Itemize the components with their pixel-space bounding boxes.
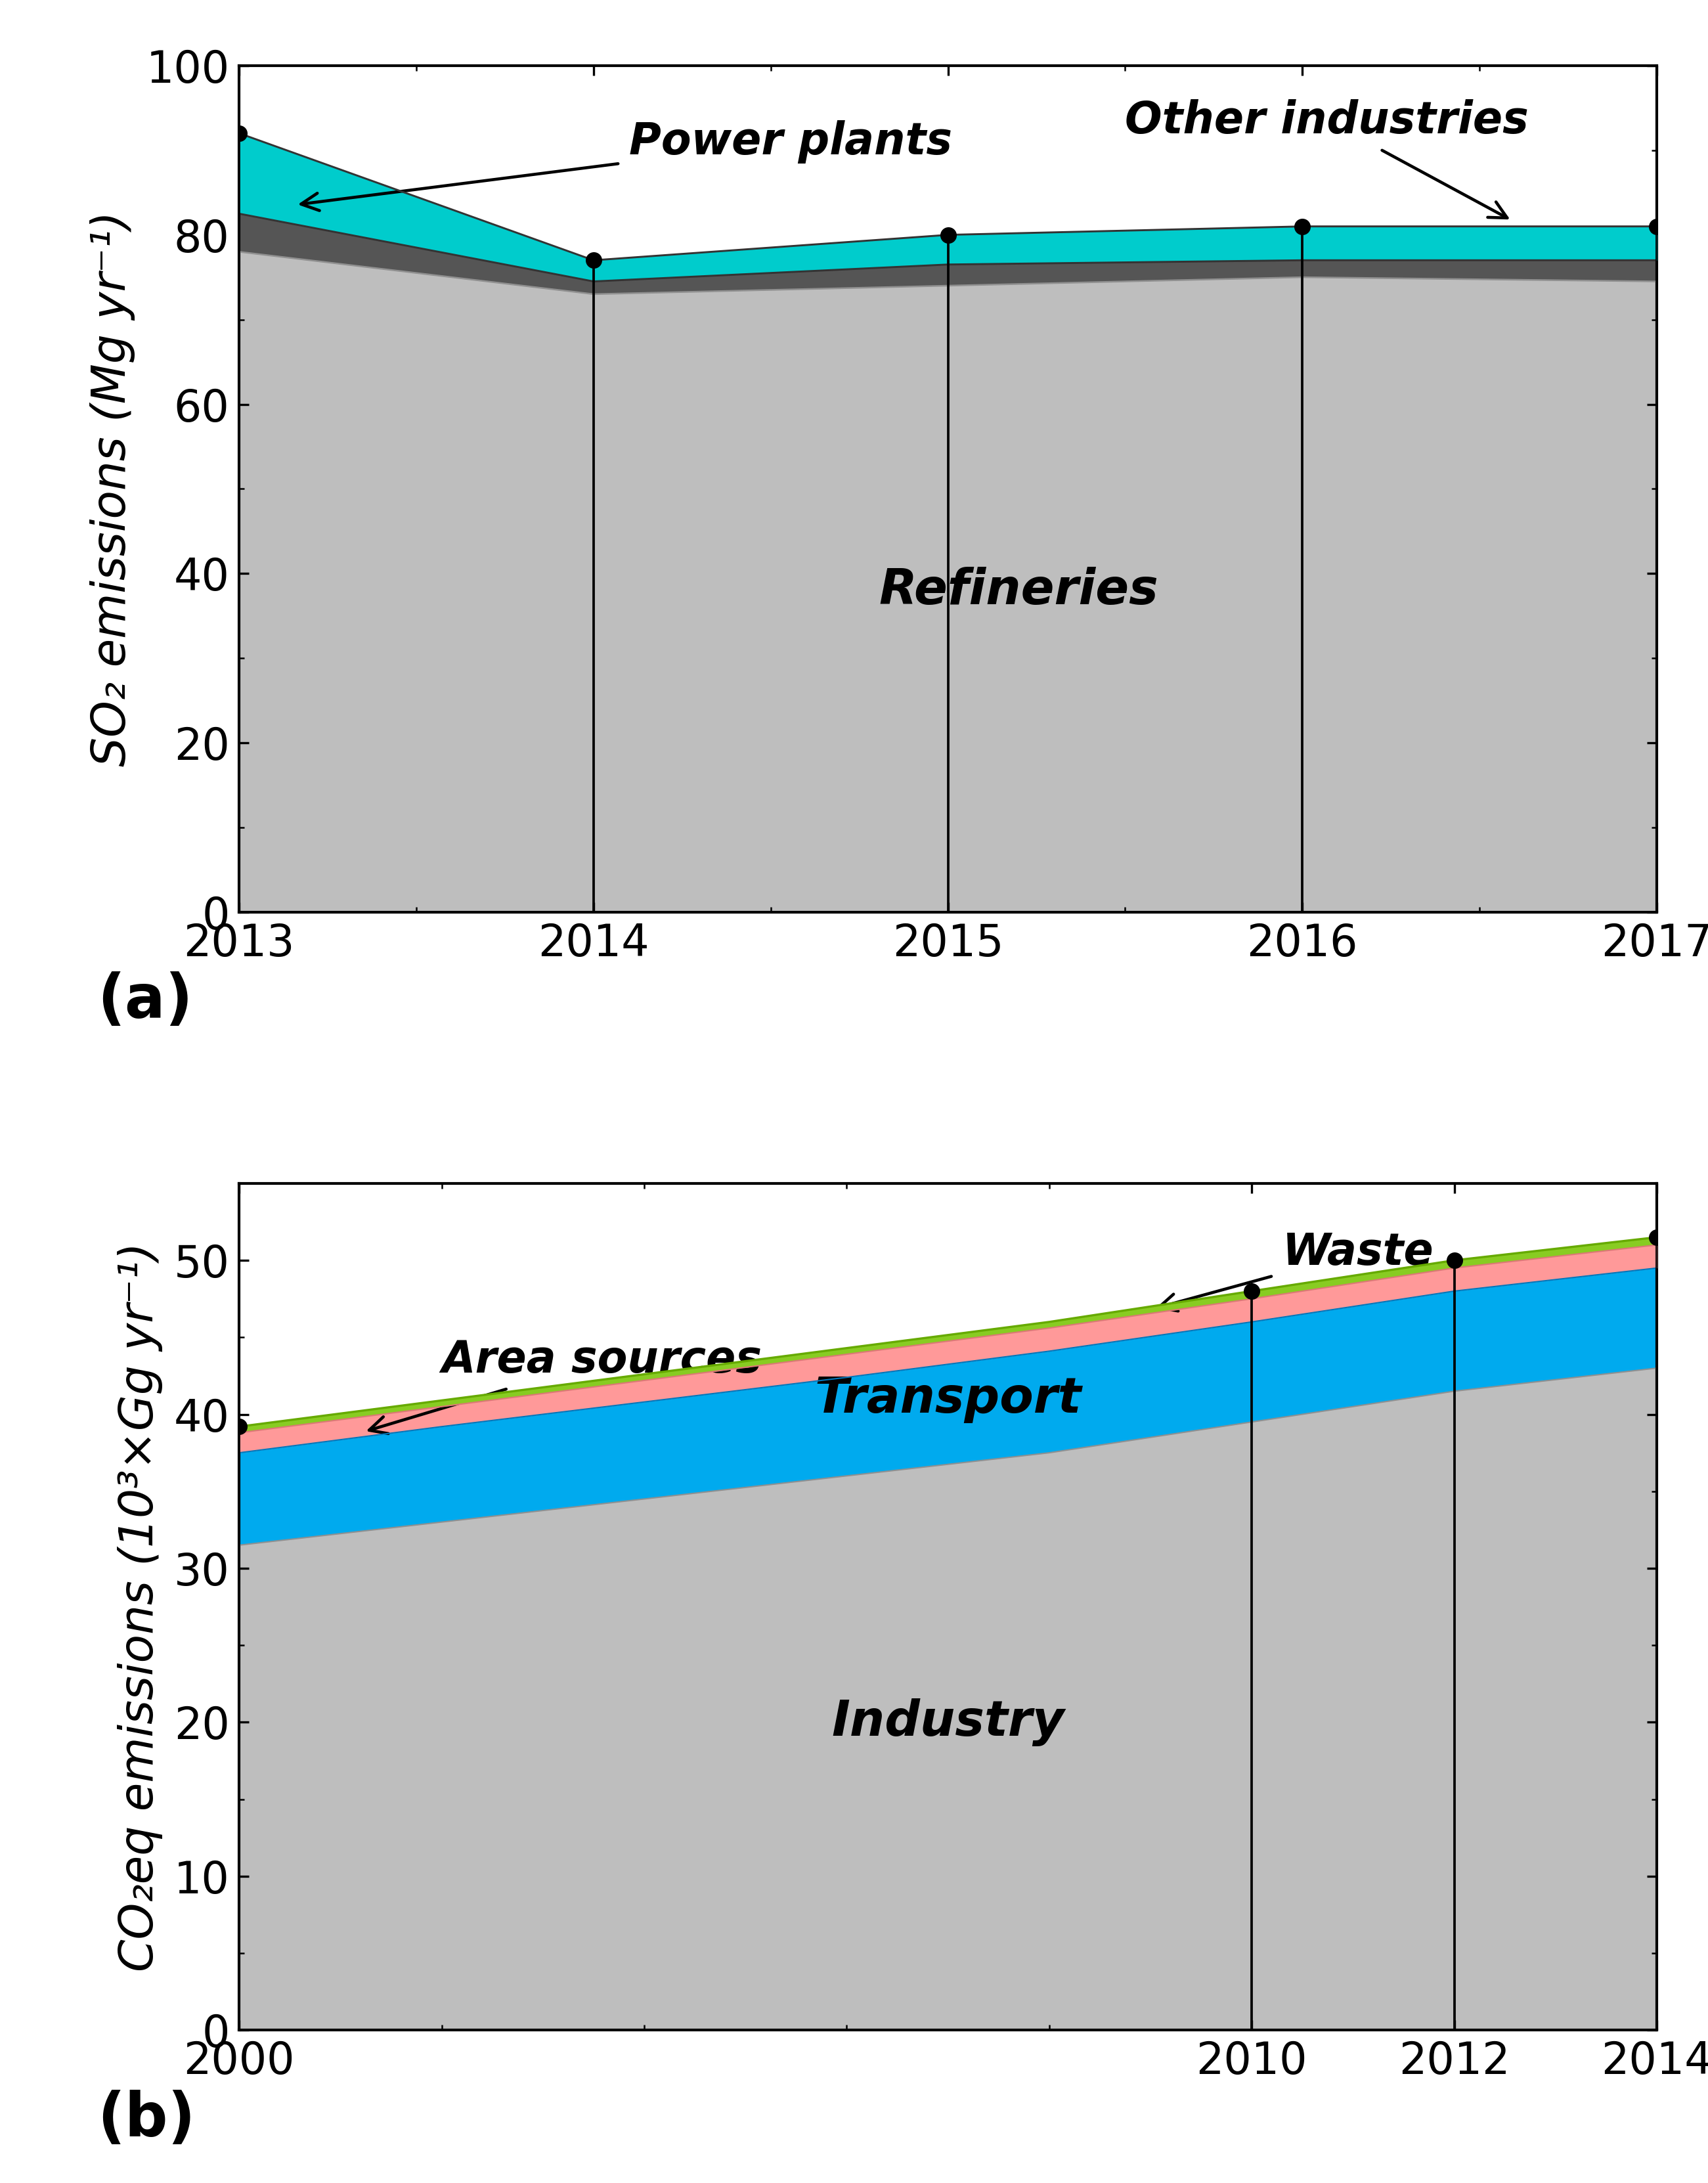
Text: (b): (b) — [97, 2089, 195, 2148]
Y-axis label: SO₂ emissions (Mg yr⁻¹): SO₂ emissions (Mg yr⁻¹) — [91, 212, 135, 766]
Text: (a): (a) — [97, 971, 193, 1030]
Text: Industry: Industry — [832, 1698, 1064, 1746]
Text: Other industries: Other industries — [1126, 98, 1529, 218]
Y-axis label: CO₂eq emissions (10³×Gg yr⁻¹): CO₂eq emissions (10³×Gg yr⁻¹) — [118, 1242, 162, 1971]
Text: Transport: Transport — [815, 1375, 1081, 1423]
Text: Refineries: Refineries — [880, 568, 1158, 613]
Text: Power plants: Power plants — [301, 120, 951, 210]
Text: Area sources: Area sources — [369, 1338, 762, 1434]
Text: Waste: Waste — [1160, 1231, 1433, 1312]
